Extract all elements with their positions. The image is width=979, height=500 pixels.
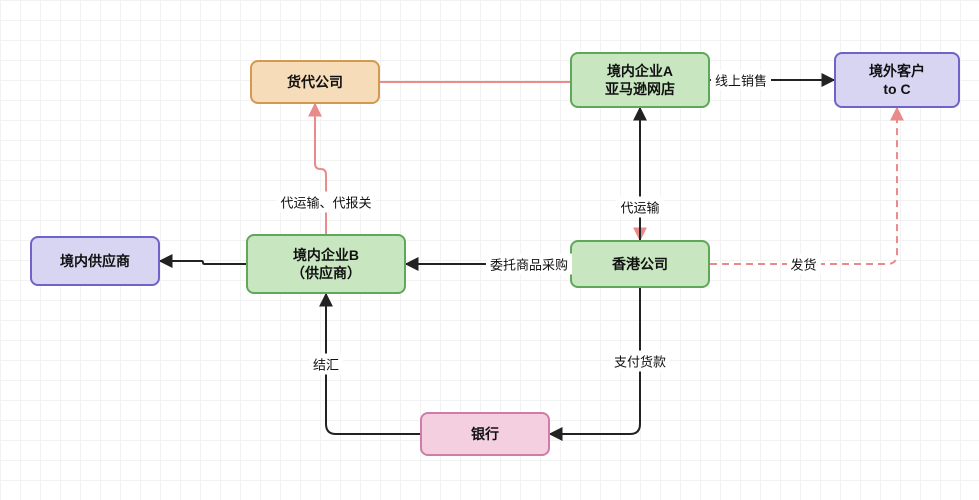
edge-label-entA-to-customer: 线上销售 [711, 70, 771, 91]
node-entB: 境内企业B （供应商） [246, 234, 406, 294]
edge-label-hk-to-bank: 支付货款 [610, 351, 670, 372]
edge-label-bank-to-entB: 结汇 [309, 354, 343, 375]
node-freight: 货代公司 [250, 60, 380, 104]
diagram-canvas: 境内供应商 货代公司境内企业B （供应商） 香港公司 境内企业A 亚马逊网店 境外客户 … [0, 0, 979, 500]
node-supplier: 境内供应商 [30, 236, 160, 286]
edge-label-hk-to-customer: 发货 [786, 254, 820, 275]
node-entA: 境内企业A 亚马逊网店 [570, 52, 710, 108]
edge-label-hk-to-entA: 代运输 [616, 197, 663, 218]
edge-label-entB-to-freight: 代运输、代报关 [276, 191, 375, 212]
edge-entB-to-supplier [160, 261, 246, 264]
edge-hk-to-customer [710, 108, 897, 264]
edge-entB-to-freight [315, 104, 326, 234]
node-hk: 香港公司 [570, 240, 710, 288]
node-customer: 境外客户 to C [834, 52, 960, 108]
edge-label-hk-to-entB: 委托商品采购 [486, 254, 572, 275]
node-bank: 银行 [420, 412, 550, 456]
